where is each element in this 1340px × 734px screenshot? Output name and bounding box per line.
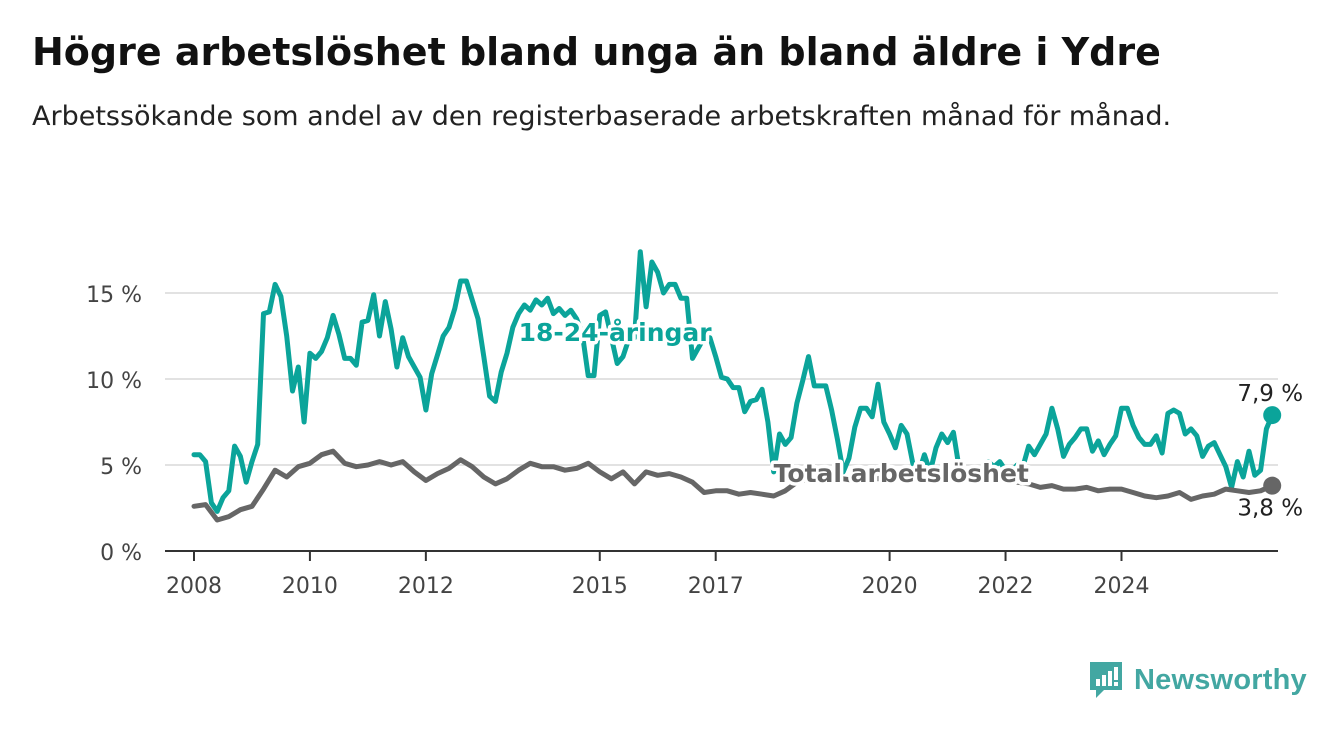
series-end-point-0 bbox=[1263, 406, 1282, 425]
x-tick-label: 2022 bbox=[978, 574, 1034, 599]
y-tick-label: 5 % bbox=[100, 455, 142, 480]
x-tick-label: 2008 bbox=[166, 574, 222, 599]
page-title: Högre arbetslöshet bland unga än bland ä… bbox=[32, 30, 1161, 74]
y-tick-label: 10 % bbox=[86, 369, 142, 394]
x-tick-label: 2012 bbox=[398, 574, 454, 599]
x-tick-label: 2020 bbox=[862, 574, 918, 599]
brand-name: Newsworthy bbox=[1134, 663, 1307, 696]
x-tick-label: 2010 bbox=[282, 574, 338, 599]
x-tick-label: 2024 bbox=[1093, 574, 1149, 599]
brand-logo: Newsworthy bbox=[1088, 660, 1307, 700]
y-tick-label: 15 % bbox=[86, 283, 142, 308]
series-line-0 bbox=[191, 249, 1275, 514]
series-line-1 bbox=[191, 448, 1275, 523]
page-subtitle: Arbetssökande som andel av den registerb… bbox=[32, 101, 1172, 132]
series-end-label: 3,8 % bbox=[1237, 496, 1303, 522]
x-tick-label: 2017 bbox=[688, 574, 744, 599]
chart-labels: 18-24-åringar Total arbetslöshet 7,9 % 3,8 … bbox=[515, 315, 1305, 524]
chart-series bbox=[191, 249, 1282, 523]
series-inline-label: 18-24-åringar bbox=[519, 318, 713, 347]
series-end-point-1 bbox=[1263, 476, 1282, 495]
y-tick-label: 0 % bbox=[100, 541, 142, 566]
chart-axes: 0 % 5 % 10 % 15 % 2008 2010 2012 2015 2017 2020 20… bbox=[86, 283, 1278, 599]
series-inline-label: Total arbetslöshet bbox=[774, 459, 1029, 488]
x-tick-label: 2015 bbox=[572, 574, 628, 599]
newsworthy-logo-icon bbox=[1090, 662, 1122, 698]
series-end-label: 7,9 % bbox=[1237, 381, 1303, 407]
